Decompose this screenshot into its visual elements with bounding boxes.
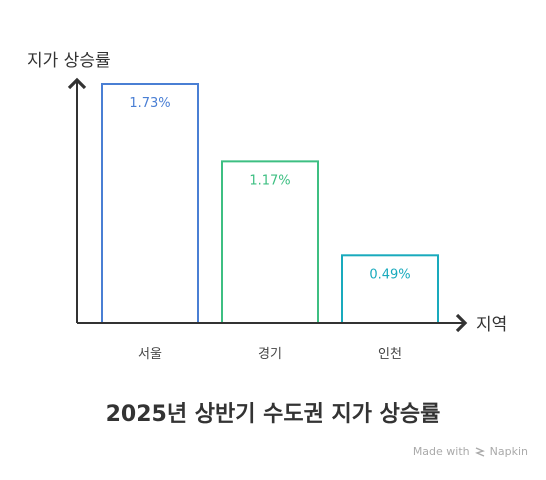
- watermark-brand: Napkin: [489, 445, 528, 458]
- watermark-text: Made with: [412, 445, 470, 458]
- y-axis-label: 지가 상승률: [27, 51, 111, 71]
- bar-2: [221, 160, 319, 324]
- category-label-3: 인천: [378, 347, 402, 362]
- bar-value-label-3: 0.49%: [369, 267, 410, 282]
- bar-value-label-1: 1.73%: [129, 96, 170, 111]
- bar-value-label-2: 1.17%: [249, 173, 290, 188]
- category-label-2: 경기: [258, 347, 282, 362]
- bar-1: [101, 83, 199, 324]
- napkin-logo-icon: [474, 446, 485, 457]
- chart-title: 2025년 상반기 수도권 지가 상승률: [105, 402, 441, 427]
- napkin-watermark: Made with Napkin: [413, 445, 528, 458]
- category-label-1: 서울: [138, 347, 162, 362]
- bar-3: [341, 254, 439, 324]
- x-axis-label: 지역: [476, 315, 507, 335]
